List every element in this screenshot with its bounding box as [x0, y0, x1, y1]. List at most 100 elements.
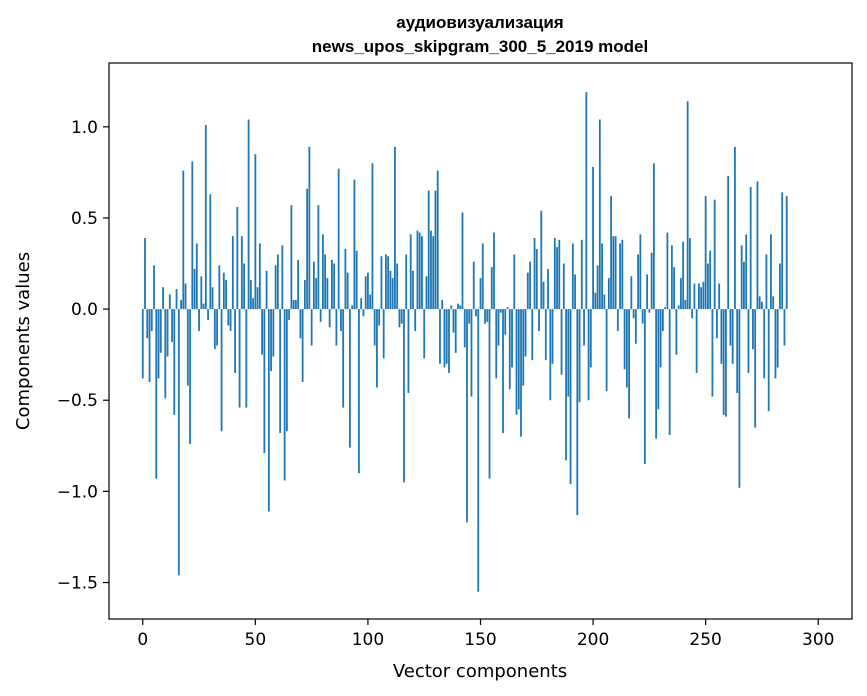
bar — [303, 279, 306, 310]
bar — [247, 119, 250, 310]
bar — [477, 309, 480, 592]
bar — [439, 309, 441, 364]
bar — [193, 268, 196, 310]
bar — [594, 292, 597, 310]
bar — [499, 309, 502, 313]
x-axis-ticks: 0 50 100 150 200 250 300 — [137, 619, 834, 650]
bar — [340, 309, 342, 331]
y-axis-label: Components values — [13, 252, 34, 430]
bar — [281, 245, 284, 310]
bar — [306, 188, 309, 310]
bar — [146, 309, 149, 339]
bar — [517, 309, 520, 410]
bar — [243, 263, 245, 310]
bar — [331, 259, 333, 310]
bar — [333, 263, 336, 310]
bar — [666, 232, 669, 310]
bar — [276, 254, 279, 310]
bar — [229, 309, 232, 331]
bar — [292, 299, 295, 310]
bar — [445, 309, 448, 364]
bar — [659, 309, 662, 368]
bar — [664, 307, 667, 310]
bar — [344, 248, 347, 310]
bar — [576, 309, 579, 516]
bar — [625, 309, 628, 388]
bar — [713, 199, 716, 310]
bar — [382, 309, 385, 359]
bar — [707, 263, 709, 310]
bar — [506, 307, 509, 310]
bar — [328, 309, 331, 328]
bar — [770, 234, 772, 310]
bar — [743, 261, 745, 310]
bar — [198, 309, 200, 331]
bar — [159, 309, 162, 353]
bar — [558, 239, 561, 310]
bar — [648, 309, 651, 313]
bar — [207, 309, 209, 321]
bar — [684, 299, 687, 310]
bar — [369, 294, 372, 310]
bar — [288, 309, 291, 321]
bar — [544, 309, 547, 361]
bar — [256, 287, 259, 310]
bar — [470, 309, 473, 397]
bar — [155, 309, 158, 479]
y-tick-label: −0.5 — [57, 391, 98, 411]
bar — [526, 272, 529, 310]
bar — [542, 281, 545, 310]
bar — [531, 309, 534, 361]
bar — [731, 309, 734, 364]
bar — [686, 101, 689, 310]
bar — [700, 287, 703, 310]
bar — [376, 309, 378, 388]
bar — [177, 309, 180, 576]
bar — [736, 309, 739, 393]
bar — [220, 309, 223, 432]
bar — [709, 250, 712, 310]
bar — [486, 309, 489, 322]
bar — [225, 279, 227, 310]
bar — [727, 176, 730, 310]
bar — [504, 309, 507, 335]
bar — [565, 309, 567, 461]
bar — [337, 168, 340, 310]
bar — [294, 299, 297, 310]
bar — [387, 256, 390, 310]
bar — [621, 239, 624, 310]
bar — [391, 278, 394, 310]
bar — [495, 309, 498, 379]
bar — [716, 309, 718, 339]
bar — [639, 234, 642, 310]
bar — [389, 270, 392, 310]
bar — [643, 309, 646, 465]
bar — [756, 181, 759, 310]
bar — [767, 309, 770, 412]
bar — [211, 287, 214, 310]
bar — [634, 309, 637, 344]
bar — [785, 196, 788, 310]
bar — [222, 272, 225, 310]
bar — [317, 205, 320, 310]
bar — [324, 254, 327, 310]
bar — [616, 309, 619, 331]
bar — [661, 309, 664, 331]
bar — [614, 236, 617, 310]
bar — [319, 309, 322, 322]
bar — [430, 230, 432, 310]
bar — [463, 309, 466, 348]
bar — [740, 245, 743, 310]
bar — [682, 241, 685, 310]
bar — [349, 309, 351, 448]
bar — [261, 309, 263, 355]
bar — [612, 236, 615, 310]
bar — [677, 305, 680, 310]
bar — [511, 309, 513, 368]
bar — [346, 272, 349, 310]
bar — [673, 267, 676, 310]
bar — [580, 239, 583, 310]
bar — [562, 263, 565, 310]
bar — [603, 294, 606, 310]
bar — [418, 232, 421, 310]
